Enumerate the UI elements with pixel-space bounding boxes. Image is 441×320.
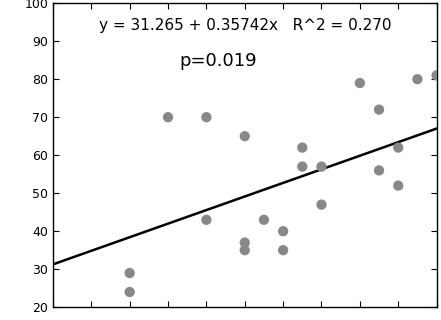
Point	[395, 145, 402, 150]
Point	[318, 202, 325, 207]
Point	[280, 248, 287, 253]
Point	[318, 164, 325, 169]
Point	[280, 228, 287, 234]
Point	[164, 115, 172, 120]
Point	[433, 73, 440, 78]
Point	[241, 240, 248, 245]
Text: p=0.019: p=0.019	[179, 52, 257, 70]
Point	[241, 248, 248, 253]
Point	[299, 145, 306, 150]
Point	[203, 217, 210, 222]
Point	[356, 80, 363, 85]
Point	[375, 168, 382, 173]
Text: y = 31.265 + 0.35742x   R^2 = 0.270: y = 31.265 + 0.35742x R^2 = 0.270	[98, 18, 391, 33]
Point	[395, 183, 402, 188]
Point	[375, 107, 382, 112]
Point	[203, 115, 210, 120]
Point	[260, 217, 267, 222]
Point	[414, 76, 421, 82]
Point	[126, 270, 133, 276]
Point	[299, 164, 306, 169]
Point	[241, 134, 248, 139]
Point	[126, 289, 133, 294]
